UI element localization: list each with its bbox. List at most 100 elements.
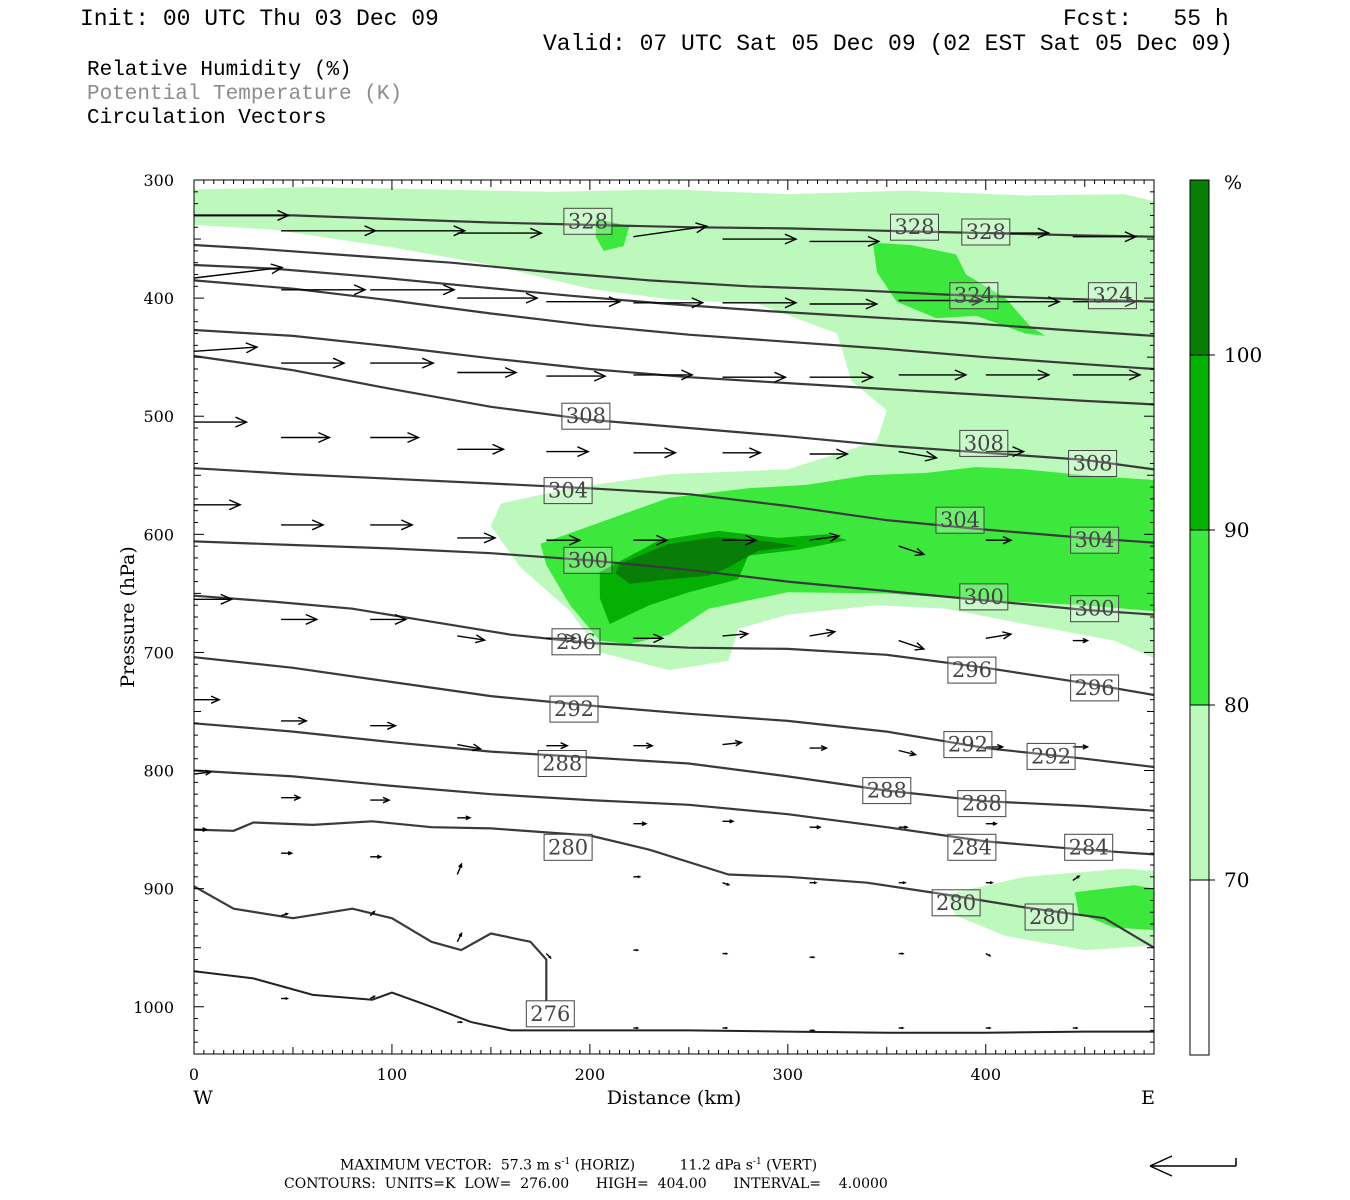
- contour-label: 280: [931, 889, 981, 917]
- vector-arrow: [722, 297, 798, 309]
- contour-label: 296: [551, 628, 601, 656]
- vector-arrow: [281, 794, 302, 802]
- contour-label: 308: [1068, 450, 1118, 477]
- vector-arrow: [370, 613, 408, 625]
- vector-arrow: [370, 357, 435, 369]
- vector-arrow: [457, 1020, 464, 1024]
- isentrope-276: [194, 885, 548, 1001]
- svg-text:296: 296: [1075, 676, 1115, 700]
- contour-label: 280: [543, 833, 593, 861]
- vector-arrow: [985, 535, 1013, 545]
- isentrope-284: [194, 769, 1154, 856]
- svg-text:288: 288: [542, 752, 582, 776]
- colorbar-label: 100: [1224, 343, 1262, 367]
- vector-arrow: [546, 446, 591, 458]
- legend-potential-temperature: Potential Temperature (K): [87, 83, 403, 106]
- vector-arrow: [809, 235, 881, 247]
- svg-text:288: 288: [962, 792, 1002, 816]
- y-tick-label: 800: [143, 762, 174, 781]
- vector-arrow: [369, 910, 376, 917]
- vector-arrow: [1072, 637, 1090, 644]
- vector-arrow: [722, 1026, 729, 1030]
- vector-arrow: [722, 371, 788, 383]
- vector-arrow: [722, 739, 744, 747]
- vector-arrow: [633, 369, 694, 381]
- vector-arrow: [898, 545, 926, 557]
- vector-arrow: [281, 519, 325, 531]
- vector-arrow: [985, 446, 1026, 458]
- rh-region-80: [872, 242, 1046, 336]
- rh-region-80: [1074, 885, 1154, 930]
- x-axis-right-label: E: [1141, 1087, 1155, 1109]
- max-vector-line: MAXIMUM VECTOR: 57.3 m s-1 (HORIZ) 11.2 …: [340, 1158, 817, 1173]
- svg-text:304: 304: [940, 508, 980, 532]
- contours-info: CONTOURS: UNITS=K LOW= 276.00 HIGH= 404.…: [284, 1176, 888, 1192]
- vector-arrow: [633, 948, 640, 952]
- colorbar-segment: [1189, 704, 1210, 881]
- vector-arrow: [370, 854, 383, 859]
- vector-arrow: [281, 716, 309, 726]
- svg-text:328: 328: [568, 209, 608, 233]
- vector-arrow: [370, 225, 467, 237]
- svg-text:280: 280: [936, 891, 976, 915]
- unit-exponent: -1: [752, 1157, 762, 1167]
- svg-text:280: 280: [548, 835, 588, 859]
- colorbar: 100 90 80 70: [1189, 179, 1262, 1056]
- max-vector-vert: (HORIZ) 11.2 dPa s: [570, 1157, 753, 1174]
- vector-arrow: [281, 431, 332, 444]
- x-tick-label: 200: [575, 1065, 606, 1084]
- svg-text:324: 324: [954, 284, 994, 308]
- vector-arrow: [722, 630, 750, 639]
- svg-text:300: 300: [964, 585, 1004, 609]
- vector-arrow: [809, 448, 850, 460]
- reference-vector-arrow: [1149, 1155, 1237, 1177]
- y-axis-title: Pressure (hPa): [117, 546, 139, 688]
- vector-arrow: [633, 297, 705, 309]
- vector-arrow: [546, 296, 622, 308]
- y-tick-label: 1000: [133, 998, 174, 1017]
- x-axis-title: Distance (km): [607, 1087, 742, 1109]
- contour-label: 328: [890, 213, 939, 241]
- vector-arrow: [194, 695, 221, 704]
- vector-arrow: [1072, 1026, 1079, 1030]
- vector-arrow: [633, 821, 648, 827]
- vector-arrow: [456, 931, 463, 943]
- vector-arrow: [898, 749, 918, 757]
- colorbar-unit: %: [1224, 172, 1242, 194]
- x-tick-label: 300: [773, 1065, 804, 1084]
- vector-arrow: [281, 284, 367, 296]
- svg-text:328: 328: [966, 220, 1006, 244]
- humidity-shading: [194, 187, 1154, 951]
- x-axis-left-label: W: [193, 1087, 213, 1109]
- contour-label: 300: [1070, 595, 1120, 623]
- colorbar-segment: [1189, 354, 1210, 531]
- contour-label: 308: [959, 429, 1009, 457]
- y-tick-label: 500: [143, 407, 174, 426]
- vector-arrow: [546, 534, 582, 546]
- svg-text:328: 328: [894, 215, 934, 239]
- vector-arrow: [722, 819, 735, 824]
- contour-label: 292: [1026, 742, 1076, 770]
- y-tick-label: 600: [143, 525, 174, 544]
- vector-arrow: [370, 796, 391, 804]
- svg-text:324: 324: [1092, 284, 1132, 308]
- vector-arrow: [194, 342, 259, 354]
- surface-line: [194, 970, 1154, 1034]
- vector-arrow: [985, 227, 1051, 239]
- vector-arrow: [722, 882, 731, 886]
- vector-arrow: [809, 371, 875, 383]
- isentrope-328: [194, 214, 1154, 238]
- svg-text:292: 292: [948, 733, 988, 757]
- vector-arrow: [369, 995, 376, 1000]
- valid-time: Valid: 07 UTC Sat 05 Dec 09 (02 EST Sat …: [543, 31, 1234, 57]
- contour-label: 288: [862, 777, 912, 805]
- contour-label: 300: [959, 583, 1009, 611]
- contour-label: 288: [957, 790, 1007, 818]
- isentrope-300: [194, 540, 1154, 616]
- isentrope-324: [194, 243, 1154, 303]
- isentrope-288: [194, 722, 1154, 812]
- legend-circulation-vectors: Circulation Vectors: [87, 107, 327, 130]
- vector-arrow: [985, 369, 1051, 381]
- svg-text:276: 276: [530, 1002, 570, 1026]
